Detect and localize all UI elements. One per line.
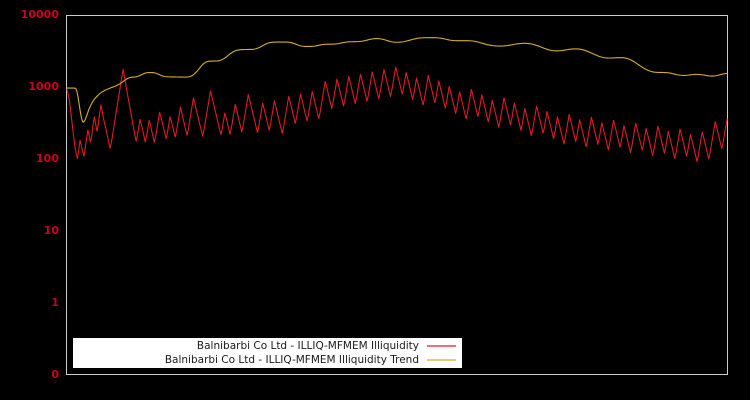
legend-label-illiquidity-trend: Balnibarbi Co Ltd - ILLIQ-MFMEM Illiquid…: [165, 354, 419, 366]
y-tick-label: 10: [44, 224, 60, 237]
y-tick-label: 1: [51, 296, 59, 309]
series-layer: [66, 37, 728, 162]
y-tick-label: 100: [36, 152, 59, 165]
y-axis-tick-labels: 10000 1000 100 10 1 0: [21, 8, 60, 381]
legend-background: [73, 338, 462, 368]
y-tick-label: 0: [51, 368, 59, 381]
plot-area-frame: [66, 15, 728, 375]
series-line-illiquidity: [66, 66, 728, 162]
y-tick-label: 1000: [28, 80, 59, 93]
y-tick-label: 10000: [21, 8, 60, 21]
chart-legend[interactable]: Balnibarbi Co Ltd - ILLIQ-MFMEM Illiquid…: [73, 338, 462, 368]
series-line-illiquidity-trend: [66, 37, 728, 123]
legend-label-illiquidity: Balnibarbi Co Ltd - ILLIQ-MFMEM Illiquid…: [197, 340, 419, 352]
